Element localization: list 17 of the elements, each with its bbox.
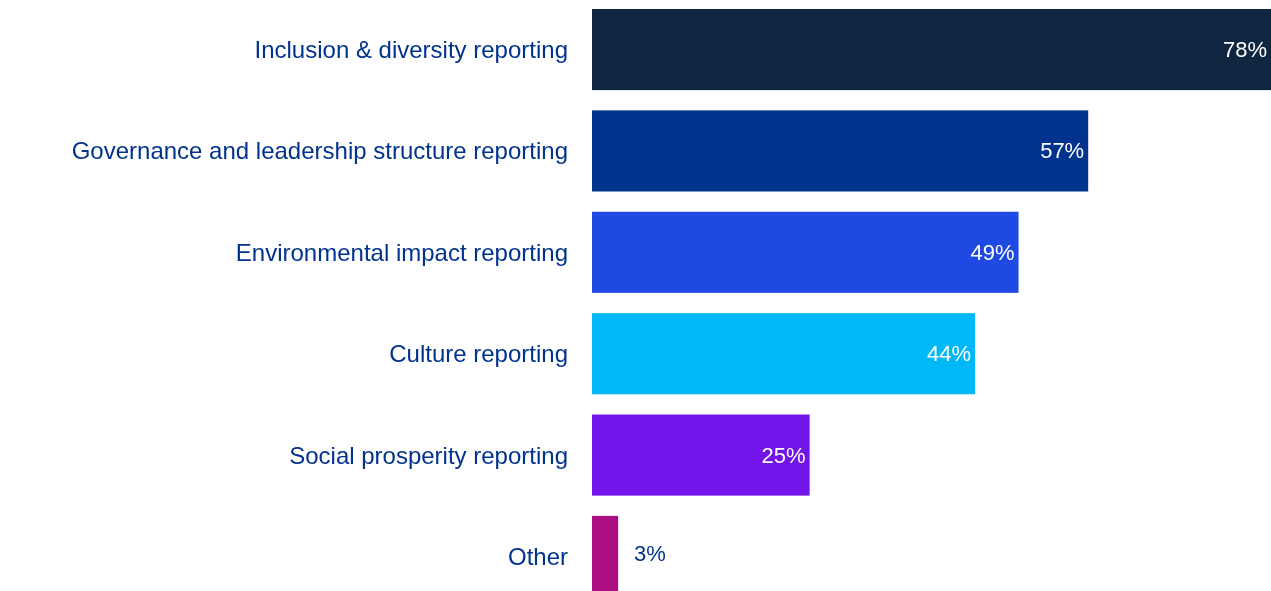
- bar: [592, 414, 810, 496]
- data-label: 25%: [761, 442, 806, 468]
- y-tick-label: Other: [507, 542, 568, 570]
- bar: [592, 211, 1019, 293]
- data-label: 3%: [634, 540, 666, 566]
- data-label: 57%: [1040, 138, 1085, 164]
- y-tick-label: Culture reporting: [389, 340, 568, 368]
- y-tick-label: Inclusion & diversity reporting: [254, 36, 568, 64]
- y-tick-label: Environmental impact reporting: [235, 238, 568, 266]
- y-tick-label: Social prosperity reporting: [289, 441, 568, 469]
- data-label: 78%: [1222, 37, 1267, 63]
- bar: [592, 9, 1271, 91]
- y-tick-label: Governance and leadership structure reporting: [71, 137, 568, 165]
- bar: [592, 313, 976, 395]
- bar: [592, 110, 1089, 192]
- data-label: 44%: [926, 341, 972, 367]
- data-label: 49%: [970, 239, 1015, 265]
